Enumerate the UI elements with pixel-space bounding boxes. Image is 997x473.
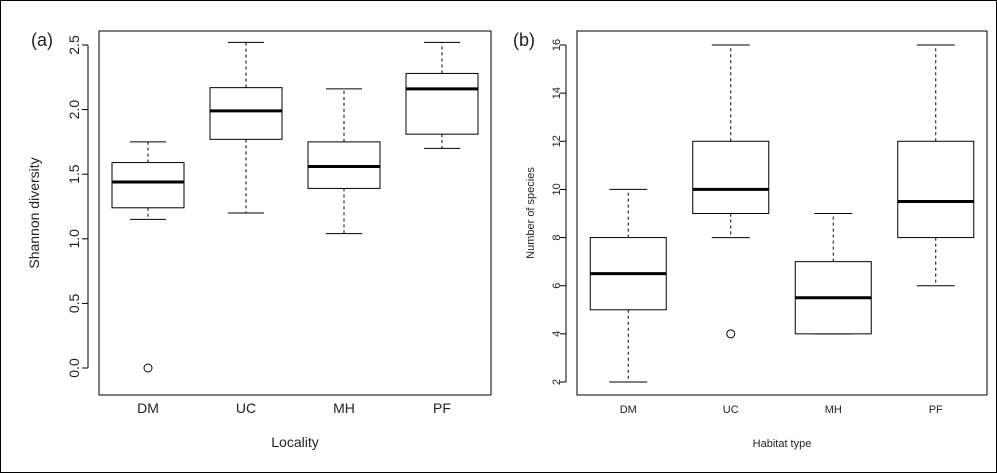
outlier-point (726, 329, 736, 339)
panel-a-x-axis-label: Locality (271, 434, 318, 450)
panel-a-y-tick-label: 2.0 (66, 100, 82, 120)
panel-b-y-tick-label: 12 (551, 135, 563, 147)
panel-b-x-tick-label: UC (723, 404, 739, 416)
panel-b-label: (b) (513, 30, 535, 50)
panel-a-x-tick-label: UC (236, 400, 256, 416)
panel-a-y-tick-label: 0.0 (66, 358, 82, 378)
panel-a-y-tick-label: 1.5 (66, 164, 82, 184)
panel-b-y-axis-label: Number of species (525, 167, 537, 259)
panel-a-y-tick-label: 2.5 (66, 35, 82, 55)
panel-a-x-tick-label: DM (137, 400, 159, 416)
panel-a-plot-frame (98, 30, 492, 396)
panel-b-plot-frame (576, 30, 988, 396)
outlier-point (143, 363, 153, 373)
panel-b-y-tick-label: 2 (551, 379, 563, 385)
panel-a-y-tick-label: 0.5 (66, 293, 82, 313)
panel-a-y-tick-label: 1.0 (66, 229, 82, 249)
panel-b-y-tick-label: 16 (551, 39, 563, 51)
panel-b-x-tick-label: DM (620, 404, 637, 416)
panel-b-y-tick-label: 10 (551, 183, 563, 195)
panel-b-y-tick-label: 8 (551, 235, 563, 241)
panel-b-y-tick-label: 14 (551, 87, 563, 99)
panel-b-x-tick-label: MH (825, 404, 842, 416)
box-dm (111, 162, 185, 209)
panel-a-y-axis-label: Shannon diversity (26, 157, 42, 268)
box-pf (897, 140, 975, 239)
panel-a-x-tick-label: MH (333, 400, 355, 416)
box-uc (692, 140, 770, 215)
box-pf (405, 72, 479, 135)
panel-a-x-tick-label: PF (433, 400, 451, 416)
panel-b-y-tick-label: 4 (551, 331, 563, 337)
panel-a-label: (a) (31, 30, 53, 50)
panel-b-x-axis-label: Habitat type (753, 438, 812, 450)
panel-b-y-tick-label: 6 (551, 283, 563, 289)
box-uc (209, 87, 283, 140)
panel-b-x-tick-label: PF (929, 404, 943, 416)
